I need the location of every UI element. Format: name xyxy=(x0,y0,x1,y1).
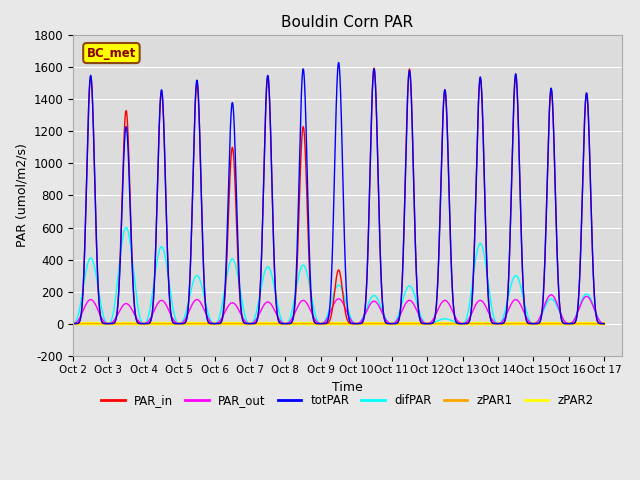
totPAR xyxy=(132,317,140,323)
PAR_in xyxy=(600,321,608,326)
difPAR xyxy=(69,321,77,326)
totPAR xyxy=(402,168,410,174)
totPAR xyxy=(335,60,342,65)
zPAR2 xyxy=(600,321,608,326)
difPAR xyxy=(549,297,557,302)
totPAR xyxy=(273,303,280,309)
totPAR xyxy=(572,317,580,323)
difPAR xyxy=(552,300,559,305)
Y-axis label: PAR (umol/m2/s): PAR (umol/m2/s) xyxy=(15,144,28,247)
Line: difPAR: difPAR xyxy=(73,228,604,324)
zPAR1 xyxy=(69,321,77,326)
PAR_out xyxy=(549,293,557,299)
difPAR xyxy=(600,321,608,326)
PAR_out xyxy=(547,292,555,298)
difPAR xyxy=(402,288,410,294)
PAR_in xyxy=(273,304,280,310)
totPAR xyxy=(600,321,608,326)
PAR_out xyxy=(69,321,77,326)
PAR_out xyxy=(600,321,608,326)
PAR_in xyxy=(552,184,559,190)
zPAR2 xyxy=(572,321,580,326)
Line: PAR_out: PAR_out xyxy=(73,295,604,324)
PAR_in xyxy=(549,105,557,111)
Line: PAR_in: PAR_in xyxy=(73,68,604,324)
zPAR1 xyxy=(548,321,556,326)
PAR_out xyxy=(273,312,280,317)
Legend: PAR_in, PAR_out, totPAR, difPAR, zPAR1, zPAR2: PAR_in, PAR_out, totPAR, difPAR, zPAR1, … xyxy=(97,390,598,412)
zPAR2 xyxy=(132,321,140,326)
totPAR xyxy=(69,321,77,326)
zPAR1 xyxy=(401,321,409,326)
Text: BC_met: BC_met xyxy=(87,47,136,60)
Title: Bouldin Corn PAR: Bouldin Corn PAR xyxy=(282,15,413,30)
difPAR xyxy=(122,225,130,230)
zPAR1 xyxy=(600,321,608,326)
PAR_in xyxy=(572,317,580,323)
PAR_in xyxy=(69,321,77,326)
PAR_out xyxy=(552,296,559,302)
difPAR xyxy=(273,297,280,302)
PAR_in xyxy=(132,317,140,323)
zPAR1 xyxy=(572,321,580,326)
Line: totPAR: totPAR xyxy=(73,62,604,324)
zPAR1 xyxy=(132,321,140,326)
PAR_out xyxy=(572,313,580,319)
totPAR xyxy=(552,183,559,189)
PAR_in xyxy=(402,167,410,173)
difPAR xyxy=(572,312,580,318)
zPAR2 xyxy=(548,321,556,326)
zPAR1 xyxy=(273,321,280,326)
zPAR2 xyxy=(551,321,559,326)
PAR_in xyxy=(370,65,378,71)
PAR_out xyxy=(132,315,140,321)
zPAR2 xyxy=(273,321,280,326)
zPAR2 xyxy=(69,321,77,326)
difPAR xyxy=(133,295,141,301)
zPAR2 xyxy=(401,321,409,326)
PAR_out xyxy=(401,301,409,307)
totPAR xyxy=(549,104,557,109)
X-axis label: Time: Time xyxy=(332,381,363,394)
zPAR1 xyxy=(551,321,559,326)
